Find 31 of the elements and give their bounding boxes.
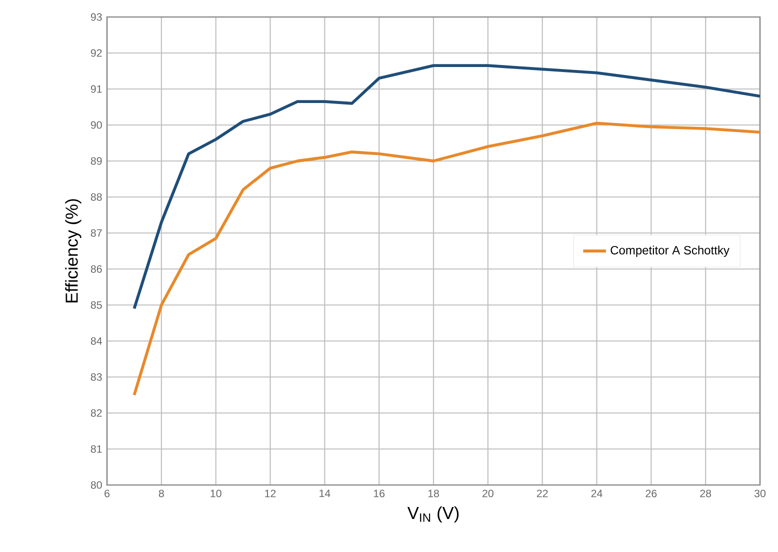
x-tick-label: 16 <box>374 490 385 498</box>
x-tick-label: 22 <box>536 490 548 498</box>
y-tick-label: 92 <box>90 49 102 57</box>
x-tick-label: 24 <box>591 490 602 498</box>
y-tick-label: 88 <box>90 193 102 201</box>
y-tick-label: 83 <box>90 373 102 381</box>
y-tick-label: 86 <box>90 265 102 273</box>
x-tick-label: 12 <box>265 490 276 498</box>
y-tick-label: 81 <box>90 445 102 453</box>
x-tick-label: 14 <box>320 490 330 498</box>
x-tick-label: 18 <box>428 490 439 498</box>
y-tick-label: 84 <box>90 337 102 345</box>
y-tick-label: 85 <box>90 301 102 309</box>
y-tick-label: 80 <box>90 481 102 489</box>
x-axis-title: V$_{IN}$ (V) <box>407 506 459 523</box>
y-tick-label: 89 <box>90 157 102 165</box>
y-tick-label: 90 <box>90 121 102 129</box>
x-tick-label: 28 <box>700 490 712 498</box>
x-tick-label: 8 <box>158 490 164 498</box>
y-axis-title: Efficiency (%) <box>65 199 82 302</box>
line-series <box>132 122 760 396</box>
legend-label: Competitor A Schottky <box>610 246 730 257</box>
x-tick-label: 30 <box>754 490 766 498</box>
y-tick-label: 82 <box>90 409 102 417</box>
x-tick-label: 20 <box>482 490 494 498</box>
x-tick-label: 26 <box>646 490 657 498</box>
x-tick-label: 6 <box>104 490 110 498</box>
y-tick-label: 91 <box>90 85 102 93</box>
y-tick-label: 87 <box>90 229 102 237</box>
y-tick-label: 93 <box>90 13 102 21</box>
x-tick-label: 10 <box>210 490 222 498</box>
